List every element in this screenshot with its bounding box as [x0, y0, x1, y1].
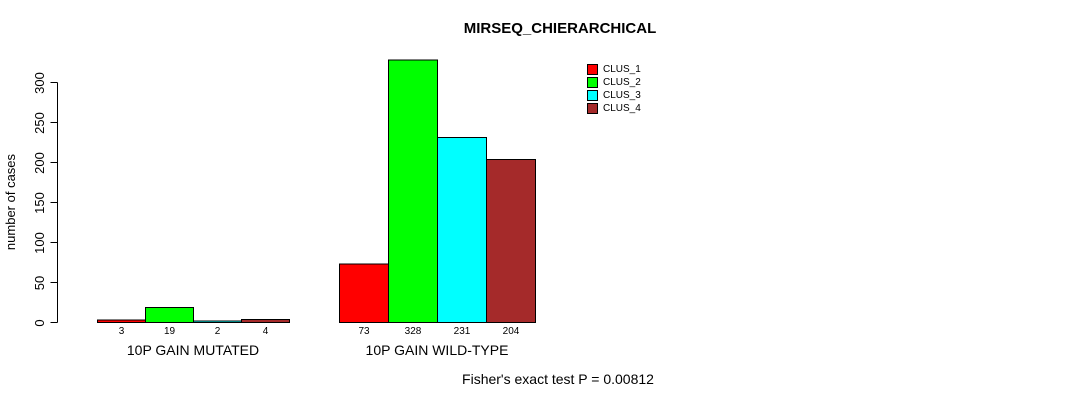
legend-item: CLUS_4 — [587, 102, 641, 115]
bar-clus_3-group2 — [437, 137, 487, 323]
category-label: 10P GAIN WILD-TYPE — [365, 342, 509, 358]
bar-value-label: 4 — [262, 326, 269, 337]
legend-label: CLUS_2 — [603, 77, 641, 88]
legend-swatch-clus_4 — [587, 103, 598, 114]
bar-value-label: 2 — [214, 326, 221, 337]
legend-label: CLUS_4 — [603, 103, 641, 114]
legend-label: CLUS_1 — [603, 64, 641, 75]
y-tick-label: 250 — [32, 111, 47, 134]
category-label: 10P GAIN MUTATED — [126, 342, 260, 358]
y-tick-label: 50 — [32, 275, 47, 290]
bar-clus_3-group1 — [193, 320, 242, 323]
fisher-test-annotation: Fisher's exact test P = 0.00812 — [462, 371, 654, 387]
y-tick-label: 300 — [32, 71, 47, 94]
bar-value-label: 204 — [502, 326, 520, 337]
bar-value-label: 231 — [453, 326, 471, 337]
bar-value-label: 3 — [118, 326, 125, 337]
y-tick-label: 0 — [32, 318, 47, 327]
bar-clus_4-group2 — [486, 158, 536, 323]
legend-swatch-clus_2 — [587, 77, 598, 88]
bar-clus_4-group1 — [241, 318, 290, 323]
bar-clus_2-group2 — [388, 59, 438, 323]
bar-clus_2-group1 — [145, 306, 194, 323]
y-tick-label: 100 — [32, 231, 47, 254]
bar-value-label: 328 — [404, 326, 422, 337]
y-tick-label: 200 — [32, 151, 47, 174]
legend-swatch-clus_3 — [587, 90, 598, 101]
bar-clus_1-group2 — [339, 263, 389, 324]
bar-value-label: 73 — [358, 326, 370, 337]
bar-value-label: 19 — [163, 326, 176, 337]
legend-item: CLUS_2 — [587, 76, 641, 89]
legend-item: CLUS_1 — [587, 63, 641, 76]
legend-swatch-clus_1 — [587, 64, 598, 75]
bar-clus_1-group1 — [97, 319, 146, 324]
legend-item: CLUS_3 — [587, 89, 641, 102]
legend-label: CLUS_3 — [603, 90, 641, 101]
legend: CLUS_1 CLUS_2 CLUS_3 CLUS_4 — [587, 63, 641, 115]
y-axis-label: number of cases — [3, 153, 18, 251]
chart-title: MIRSEQ_CHIERARCHICAL — [463, 20, 657, 37]
y-tick-label: 150 — [32, 191, 47, 214]
